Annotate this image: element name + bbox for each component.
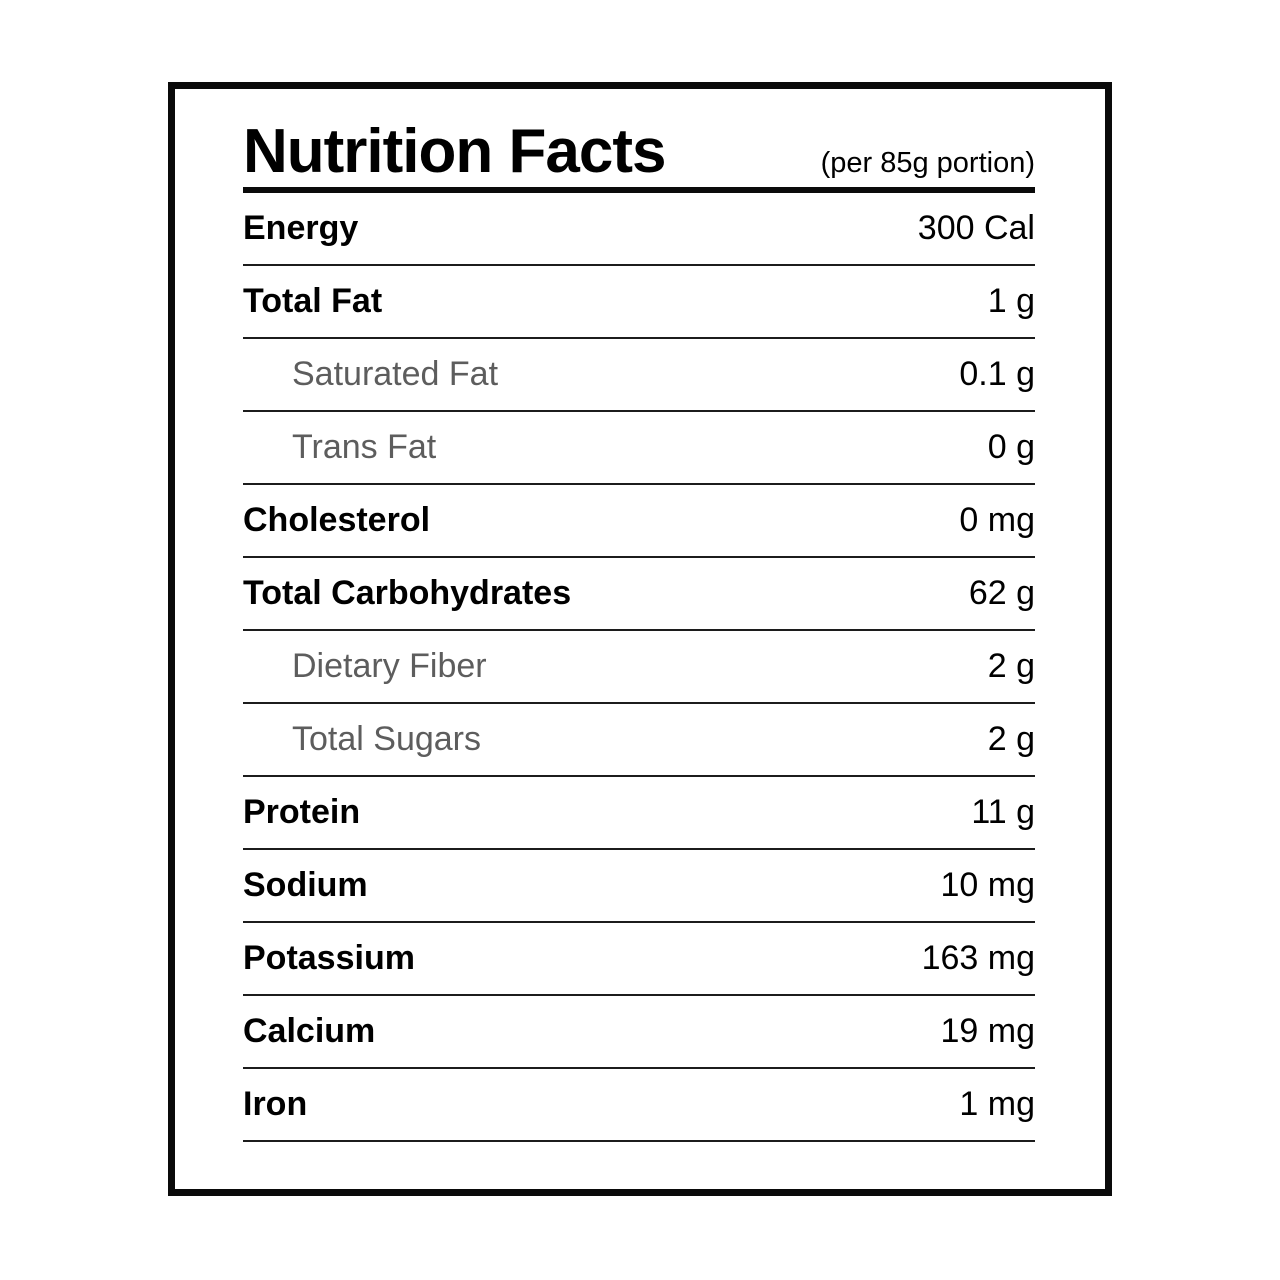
nutrient-name: Total Carbohydrates (243, 574, 572, 612)
nutrient-value: 1 g (987, 282, 1035, 320)
nutrient-name: Potassium (243, 939, 415, 977)
nutrient-value: 0 g (987, 428, 1035, 466)
nutrient-row: Total Carbohydrates 62 g (243, 558, 1035, 631)
nutrient-row: Potassium 163 mg (243, 923, 1035, 996)
nutrient-row: Cholesterol 0 mg (243, 485, 1035, 558)
label-header: Nutrition Facts (per 85g portion) (243, 89, 1035, 193)
nutrient-name: Calcium (243, 1012, 376, 1050)
nutrient-row: Total Fat 1 g (243, 266, 1035, 339)
nutrient-value: 2 g (987, 720, 1035, 758)
nutrition-facts-panel: Nutrition Facts (per 85g portion) Energy… (168, 82, 1112, 1196)
nutrient-row: Trans Fat 0 g (243, 412, 1035, 485)
nutrient-row: Dietary Fiber 2 g (243, 631, 1035, 704)
nutrient-row: Sodium 10 mg (243, 850, 1035, 923)
nutrient-name: Protein (243, 793, 361, 831)
nutrient-name: Saturated Fat (292, 355, 499, 393)
nutrient-rows-container: Energy 300 Cal Total Fat 1 g Saturated F… (243, 193, 1035, 1142)
nutrient-value: 1 mg (959, 1085, 1035, 1123)
label-title: Nutrition Facts (243, 117, 666, 186)
nutrient-value: 0 mg (959, 501, 1035, 539)
nutrient-value: 2 g (987, 647, 1035, 685)
nutrient-row: Energy 300 Cal (243, 193, 1035, 266)
serving-note: (per 85g portion) (820, 147, 1035, 179)
nutrient-name: Sodium (243, 866, 368, 904)
nutrient-row: Iron 1 mg (243, 1069, 1035, 1142)
nutrient-row: Protein 11 g (243, 777, 1035, 850)
nutrient-value: 163 mg (921, 939, 1035, 977)
nutrient-name: Total Sugars (292, 720, 481, 758)
nutrient-name: Dietary Fiber (292, 647, 487, 685)
nutrient-value: 11 g (971, 793, 1035, 831)
nutrient-row: Calcium 19 mg (243, 996, 1035, 1069)
nutrient-name: Iron (243, 1085, 308, 1123)
nutrient-row: Total Sugars 2 g (243, 704, 1035, 777)
nutrient-value: 19 mg (940, 1012, 1036, 1050)
nutrient-name: Trans Fat (292, 428, 437, 466)
nutrient-name: Energy (243, 209, 359, 247)
nutrient-name: Cholesterol (243, 501, 431, 539)
nutrient-row: Saturated Fat 0.1 g (243, 339, 1035, 412)
nutrient-name: Total Fat (243, 282, 383, 320)
nutrient-value: 0.1 g (959, 355, 1035, 393)
nutrient-value: 62 g (968, 574, 1035, 612)
nutrient-value: 10 mg (940, 866, 1036, 904)
nutrient-value: 300 Cal (917, 209, 1035, 247)
